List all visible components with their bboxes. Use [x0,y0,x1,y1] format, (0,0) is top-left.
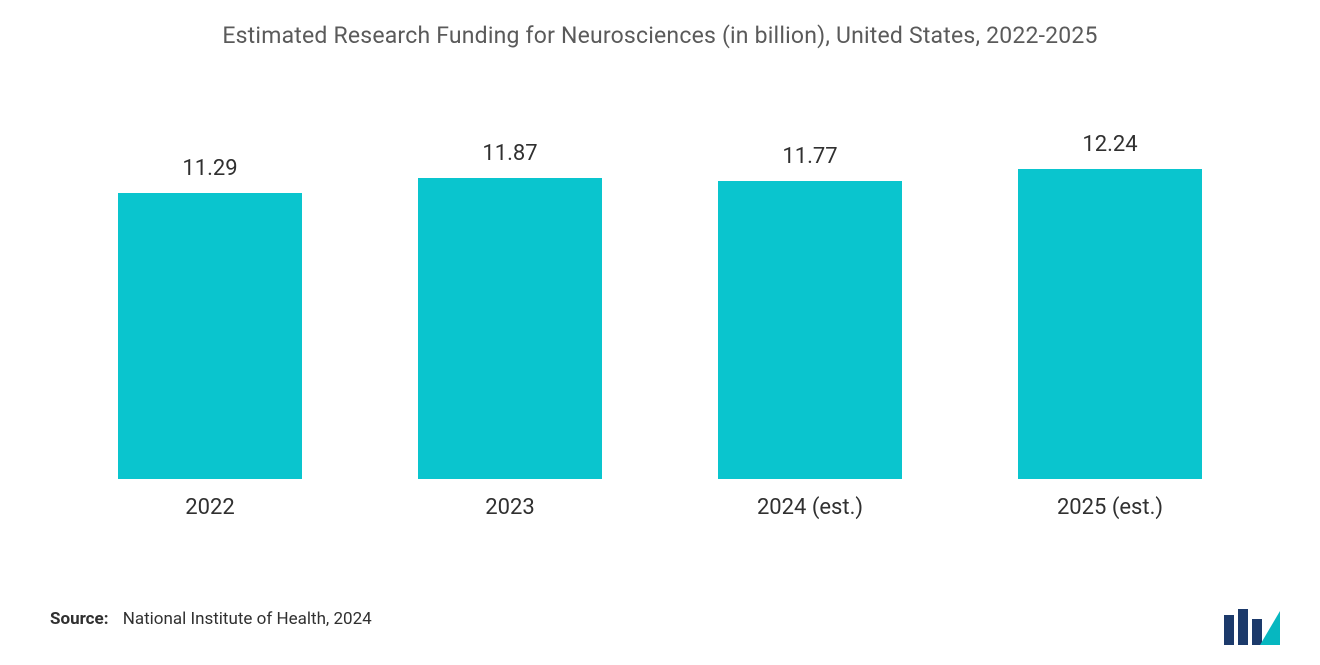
bar [718,181,903,479]
bar-group: 11.29 [78,156,342,479]
bar-group: 11.87 [378,141,642,479]
bar-group: 11.77 [678,144,942,479]
brand-logo-icon [1222,605,1282,645]
bar-value-label: 11.29 [182,156,237,181]
x-axis-category-label: 2024 (est.) [678,495,942,520]
x-axis-labels: 2022 2023 2024 (est.) 2025 (est.) [50,479,1270,520]
source-label: Source: [50,609,108,629]
bar-value-label: 11.77 [782,144,837,169]
bar [1018,169,1203,479]
chart-title: Estimated Research Funding for Neuroscie… [50,22,1270,49]
bar [418,178,603,479]
bar-value-label: 11.87 [482,141,537,166]
x-axis-category-label: 2022 [78,495,342,520]
chart-container: Estimated Research Funding for Neuroscie… [0,0,1320,665]
x-axis-category-label: 2023 [378,495,642,520]
bar [118,193,303,479]
plot-area: 11.29 11.87 11.77 12.24 [50,119,1270,479]
bar-value-label: 12.24 [1082,132,1137,157]
source-text: National Institute of Health, 2024 [123,609,372,629]
bar-group: 12.24 [978,132,1242,479]
x-axis-category-label: 2025 (est.) [978,495,1242,520]
source-attribution: Source: National Institute of Health, 20… [50,609,372,629]
